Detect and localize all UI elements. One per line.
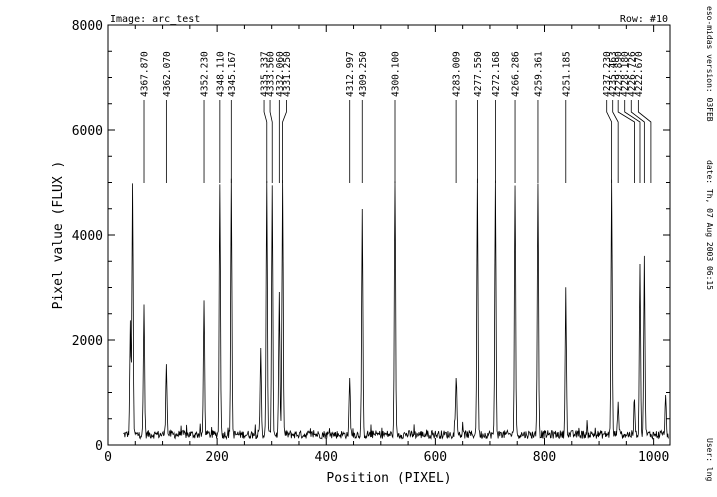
line-id-label: 4266.286 (511, 51, 522, 97)
line-id-label: 4228.180 (620, 51, 631, 97)
line-id-label: 4312.997 (345, 51, 356, 97)
y-tick-labels: 0 2000 4000 6000 8000 (72, 19, 103, 454)
image-label: Image: arc_test (110, 14, 200, 25)
line-id-label: 4331.250 (282, 51, 293, 97)
line-id-label: 4229.890 (614, 51, 625, 97)
line-id-label: 4300.100 (391, 51, 402, 97)
line-id-label: 4277.550 (473, 51, 484, 97)
line-id-label: 4348.110 (215, 51, 226, 97)
line-id-marker (282, 100, 287, 183)
y-tick-label: 2000 (72, 334, 103, 349)
line-id-label: 4333.560 (266, 51, 277, 97)
line-id-marker (617, 100, 635, 183)
plot-frame (107, 24, 671, 446)
line-id-marker (630, 100, 645, 183)
x-tick-label: 400 (315, 450, 338, 465)
line-id-marker (612, 100, 619, 183)
x-tick-label: 200 (205, 450, 228, 465)
line-id-label: 4367.870 (140, 51, 151, 97)
x-tick-label: 0 (104, 450, 112, 465)
line-id-label: 4309.250 (358, 51, 369, 97)
line-id-label: 4362.070 (162, 51, 173, 97)
y-tick-label: 4000 (72, 229, 103, 244)
user-info: User: lng (705, 438, 714, 482)
x-axis-title: Position (PIXEL) (326, 471, 451, 486)
x-tick-label: 600 (424, 450, 447, 465)
line-id-marker (606, 100, 613, 183)
line-id-label: 4332.060 (275, 51, 286, 97)
line-id-marker (637, 100, 652, 183)
x-tick-label: 800 (533, 450, 556, 465)
line-identifications: 4367.870 4362.070 4352.230 4348.110 4345.167… (140, 51, 652, 183)
date-info: date: Th, 07 Aug 2003 06:15 (705, 160, 714, 290)
x-tick-label: 1000 (638, 450, 669, 465)
axis-ticks (107, 24, 670, 446)
line-id-label: 4235.463 (608, 51, 619, 97)
y-tick-label: 6000 (72, 124, 103, 139)
row-label: Row: #10 (620, 14, 668, 25)
y-tick-label: 8000 (72, 19, 103, 34)
line-id-label: 4345.167 (227, 51, 238, 97)
line-id-label: 4352.230 (200, 51, 211, 97)
x-tick-labels: 0 200 400 600 800 1000 (104, 450, 669, 465)
line-id-marker (624, 100, 641, 183)
spectrum-trace (123, 178, 669, 441)
line-id-label: 4226.726 (627, 51, 638, 97)
line-id-label: 4251.185 (561, 51, 572, 97)
version-info: eso-midas version: 03FEB (705, 6, 714, 122)
line-id-label: 4222.670 (634, 51, 645, 97)
line-id-label: 4272.168 (491, 51, 502, 97)
line-id-marker (263, 100, 268, 183)
line-id-label: 4335.337 (260, 51, 271, 97)
line-id-label: 4237.230 (602, 51, 613, 97)
y-tick-label: 0 (95, 439, 103, 454)
line-id-label: 4283.009 (452, 51, 463, 97)
line-id-label: 4259.361 (533, 51, 544, 97)
y-axis-title: Pixel value (FLUX ) (51, 161, 66, 310)
line-id-marker (269, 100, 273, 183)
